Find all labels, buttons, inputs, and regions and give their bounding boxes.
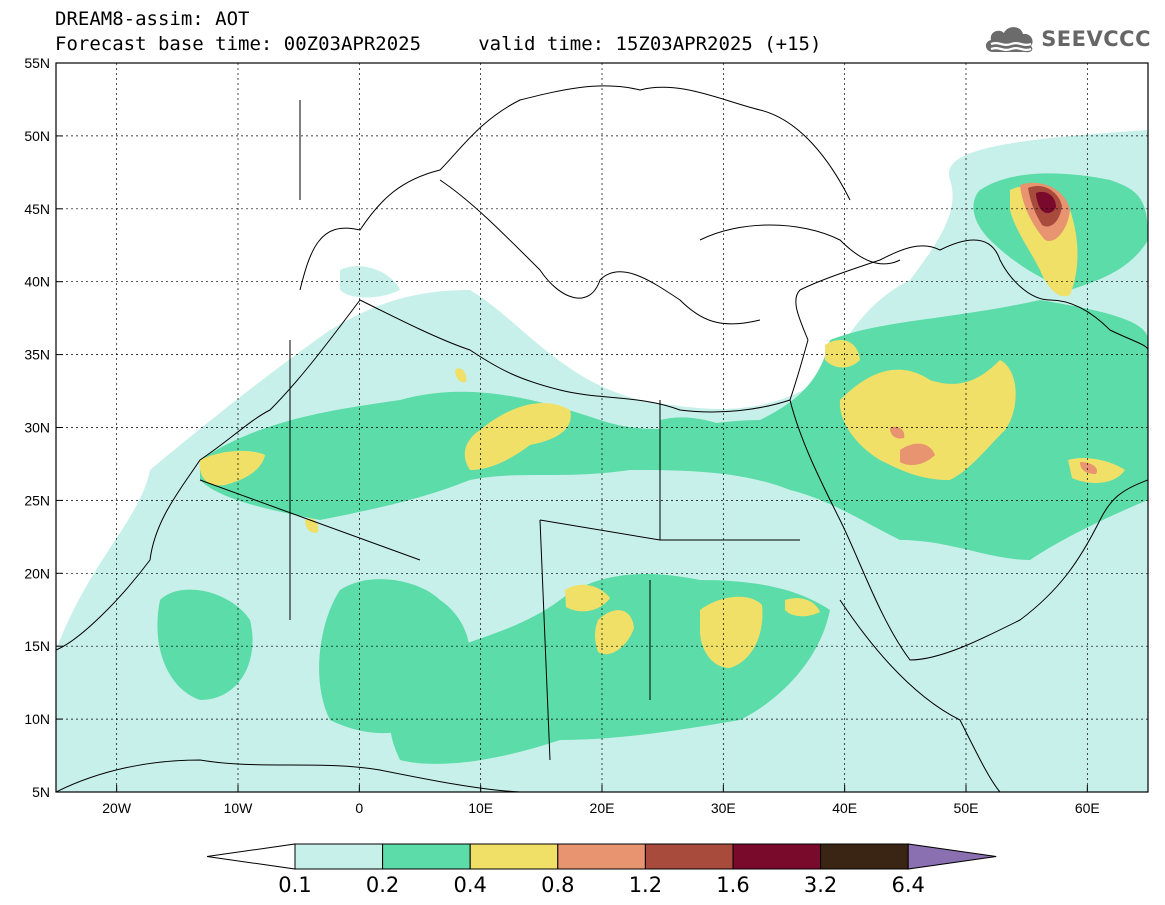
lat-label: 15N <box>24 638 50 654</box>
lat-label: 45N <box>24 201 50 217</box>
lon-label: 0 <box>355 800 363 816</box>
colorbar: 0.1 0.2 0.4 0.8 1.2 1.6 3.2 6.4 <box>206 843 997 897</box>
colorbar-below-arrow <box>206 843 296 870</box>
lat-label: 10N <box>24 711 50 727</box>
colorbar-segment <box>732 843 822 870</box>
lon-label: 60E <box>1075 800 1100 816</box>
seevccc-logo: SEEVCCC <box>983 22 1151 56</box>
lon-label: 20W <box>102 800 132 816</box>
latitude-labels: 55N 50N 45N 40N 35N 30N 25N 20N 15N 10N 5N <box>24 55 63 800</box>
lon-label: 20E <box>590 800 615 816</box>
colorbar-segment <box>294 843 384 870</box>
colorbar-segment <box>820 843 909 870</box>
colorbar-label: 0.2 <box>366 873 399 897</box>
longitude-labels: 20W 10W 0 10E 20E 30E 40E 50E 60E <box>102 785 1100 816</box>
coastlines <box>56 85 1148 792</box>
map-grid <box>56 63 1148 792</box>
aot-fields <box>56 130 1148 792</box>
colorbar-segment <box>469 843 559 870</box>
lat-label: 35N <box>24 347 50 363</box>
lon-label: 10E <box>468 800 493 816</box>
colorbar-label: 1.2 <box>629 873 662 897</box>
colorbar-segment <box>382 843 471 870</box>
lon-label: 40E <box>832 800 857 816</box>
map-title: DREAM8-assim: AOT <box>55 8 250 30</box>
forecast-time-line: Forecast base time: 00Z03APR2025 valid t… <box>55 33 822 55</box>
aot-level-1.6 <box>1036 191 1056 214</box>
colorbar-segment <box>644 843 734 870</box>
lat-label: 55N <box>24 55 50 71</box>
lat-label: 20N <box>24 565 50 581</box>
colorbar-label: 0.1 <box>278 873 311 897</box>
lon-label: 30E <box>711 800 736 816</box>
lat-label: 50N <box>24 128 50 144</box>
lat-label: 30N <box>24 420 50 436</box>
colorbar-segment <box>557 843 646 870</box>
colorbar-above-arrow <box>907 843 997 870</box>
colorbar-label: 6.4 <box>891 873 924 897</box>
lat-label: 25N <box>24 492 50 508</box>
colorbar-label: 0.8 <box>541 873 574 897</box>
colorbar-label: 0.4 <box>453 873 486 897</box>
cloud-icon <box>986 27 1033 53</box>
lat-label: 40N <box>24 274 50 290</box>
lon-label: 10W <box>224 800 254 816</box>
lon-label: 50E <box>954 800 979 816</box>
colorbar-label: 1.6 <box>716 873 749 897</box>
logo-text: SEEVCCC <box>1041 27 1151 51</box>
colorbar-label: 3.2 <box>804 873 837 897</box>
lat-label: 5N <box>32 784 50 800</box>
